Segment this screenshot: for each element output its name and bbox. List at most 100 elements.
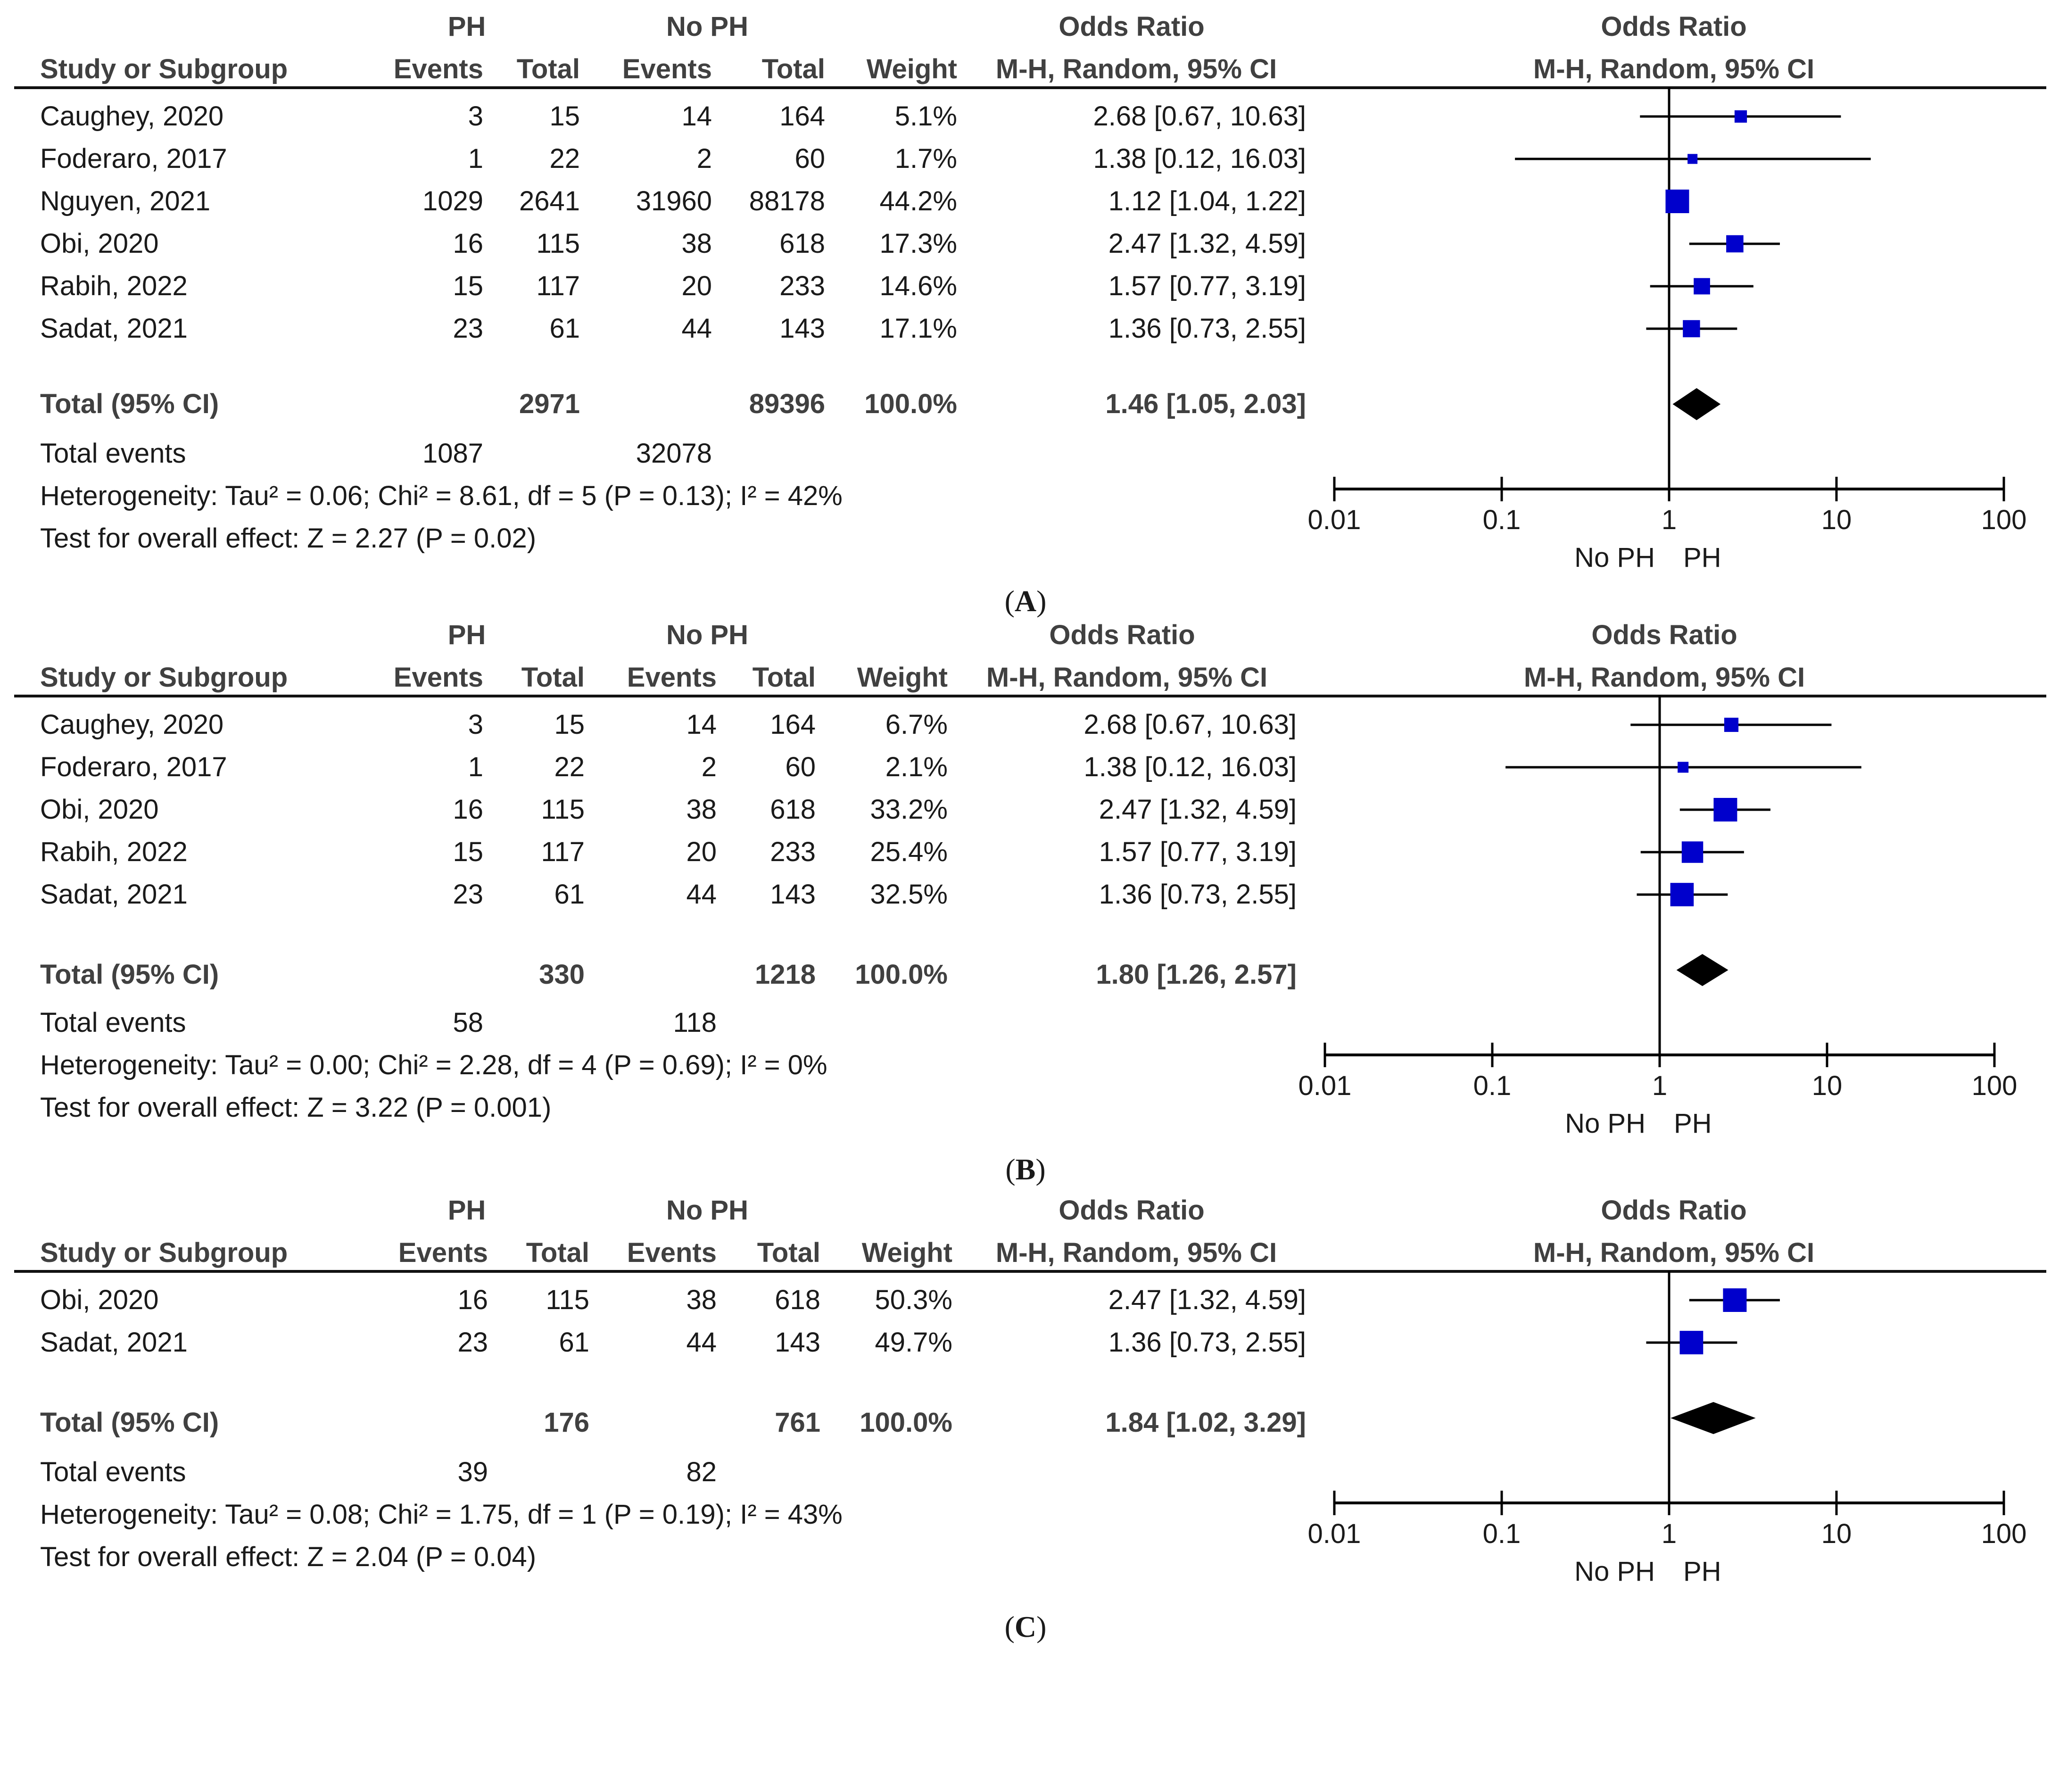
odds-ratio-ci: 1.38 [0.12, 16.03] <box>1093 143 1306 174</box>
x-tick-label: 10 <box>1821 1518 1852 1549</box>
study-name: Foderaro, 2017 <box>40 752 227 782</box>
study-name: Obi, 2020 <box>40 1285 159 1315</box>
noph-events: 38 <box>686 1285 717 1315</box>
total-events-label: Total events <box>40 1457 186 1487</box>
x-tick-label: 1 <box>1662 505 1677 535</box>
total-events-ph: 1087 <box>422 438 483 469</box>
total-events-label: Total events <box>40 438 186 469</box>
ph-events: 16 <box>453 794 483 825</box>
header-rule <box>14 1270 2046 1273</box>
noph-events: 2 <box>696 143 712 174</box>
noph-total: 143 <box>779 313 825 344</box>
header-rule <box>14 86 2046 89</box>
header-total: Total <box>526 1237 589 1268</box>
ph-events: 23 <box>457 1327 488 1358</box>
total-events-ph: 39 <box>457 1457 488 1487</box>
weight: 1.7% <box>894 143 957 174</box>
weight: 5.1% <box>894 101 957 132</box>
header-method-plot: M-H, Random, 95% CI <box>1533 1237 1815 1268</box>
study-name: Sadat, 2021 <box>40 313 188 344</box>
x-tick-label: 1 <box>1662 1518 1677 1549</box>
study-marker <box>1670 883 1694 906</box>
ph-events: 16 <box>457 1285 488 1315</box>
total-events-ph: 58 <box>453 1007 483 1038</box>
total-odds-ratio: 1.80 [1.26, 2.57] <box>1096 959 1297 990</box>
ph-total: 117 <box>541 837 585 867</box>
noph-events: 31960 <box>636 186 712 216</box>
study-marker <box>1723 1288 1747 1312</box>
header-no-ph: No PH <box>666 1195 748 1226</box>
total-events-label: Total events <box>40 1007 186 1038</box>
x-tick-label: 0.1 <box>1483 505 1521 535</box>
panel-label: (B) <box>1005 1153 1046 1186</box>
header-method: M-H, Random, 95% CI <box>995 1237 1277 1268</box>
header-total-2: Total <box>752 662 816 693</box>
study-name: Rabih, 2022 <box>40 271 188 301</box>
forest-plot-a: 0.01 0.1 1 10 100 No PH PH <box>1308 87 2027 573</box>
panel-label: (A) <box>1004 584 1047 618</box>
x-tick-label: 0.01 <box>1308 1518 1361 1549</box>
odds-ratio-ci: 2.47 [1.32, 4.59] <box>1108 228 1306 259</box>
odds-ratio-ci: 2.68 [0.67, 10.63] <box>1093 101 1306 132</box>
odds-ratio-ci: 1.57 [0.77, 3.19] <box>1108 271 1306 301</box>
header-weight: Weight <box>861 1237 952 1268</box>
favours-left-label: No PH <box>1565 1108 1646 1139</box>
forest-plot-panel-c: PH No PH Odds Ratio Odds Ratio Study or … <box>0 1184 2051 1792</box>
weight: 2.1% <box>885 752 948 782</box>
favours-left-label: No PH <box>1574 542 1655 573</box>
total-weight: 100.0% <box>860 1407 952 1438</box>
noph-total: 143 <box>775 1327 820 1358</box>
weight: 17.3% <box>879 228 957 259</box>
ph-total: 115 <box>546 1285 589 1315</box>
ph-events: 15 <box>453 837 483 867</box>
odds-ratio-ci: 2.47 [1.32, 4.59] <box>1108 1285 1306 1315</box>
total-odds-ratio: 1.84 [1.02, 3.29] <box>1105 1407 1306 1438</box>
study-marker <box>1734 110 1747 123</box>
ph-total: 61 <box>559 1327 589 1358</box>
x-tick-label: 100 <box>1981 505 2027 535</box>
weight: 32.5% <box>870 879 948 910</box>
study-marker <box>1683 320 1700 338</box>
total-events-noph: 118 <box>673 1007 717 1038</box>
header-total-2: Total <box>761 54 825 84</box>
odds-ratio-ci: 2.68 [0.67, 10.63] <box>1083 709 1297 740</box>
ph-events: 3 <box>468 709 483 740</box>
weight: 14.6% <box>879 271 957 301</box>
header-odds-ratio-plot: Odds Ratio <box>1601 1195 1747 1226</box>
header-events: Events <box>398 1237 488 1268</box>
ph-events: 16 <box>453 228 483 259</box>
ph-total: 115 <box>536 228 580 259</box>
noph-events: 2 <box>701 752 717 782</box>
panel-label: (C) <box>1004 1610 1047 1643</box>
study-name: Nguyen, 2021 <box>40 186 211 216</box>
noph-total: 164 <box>779 101 825 132</box>
header-odds-ratio-plot: Odds Ratio <box>1601 11 1747 42</box>
favours-right-label: PH <box>1683 542 1721 573</box>
forest-plot-b: 0.01 0.1 1 10 100 No PH PH <box>1298 696 2018 1139</box>
study-name: Foderaro, 2017 <box>40 143 227 174</box>
study-marker <box>1687 154 1698 164</box>
total-noph: 89396 <box>749 389 825 419</box>
header-method-plot: M-H, Random, 95% CI <box>1523 662 1805 693</box>
x-tick-label: 100 <box>1972 1070 2018 1101</box>
header-total: Total <box>516 54 580 84</box>
x-tick-label: 1 <box>1652 1070 1667 1101</box>
header-events: Events <box>393 662 483 693</box>
noph-events: 20 <box>686 837 717 867</box>
total-ph: 176 <box>544 1407 589 1438</box>
odds-ratio-ci: 2.47 [1.32, 4.59] <box>1099 794 1297 825</box>
header-ph: PH <box>447 1195 486 1226</box>
x-tick-label: 100 <box>1981 1518 2027 1549</box>
noph-total: 618 <box>779 228 825 259</box>
noph-events: 44 <box>681 313 712 344</box>
header-odds-ratio: Odds Ratio <box>1049 620 1195 650</box>
study-name: Obi, 2020 <box>40 228 159 259</box>
ph-events: 1029 <box>422 186 483 216</box>
total-weight: 100.0% <box>855 959 948 990</box>
x-tick-label: 0.1 <box>1473 1070 1512 1101</box>
header-method-plot: M-H, Random, 95% CI <box>1533 54 1815 84</box>
noph-events: 38 <box>686 794 717 825</box>
header-no-ph: No PH <box>666 620 748 650</box>
total-label: Total (95% CI) <box>40 1407 219 1438</box>
study-name: Caughey, 2020 <box>40 709 224 740</box>
